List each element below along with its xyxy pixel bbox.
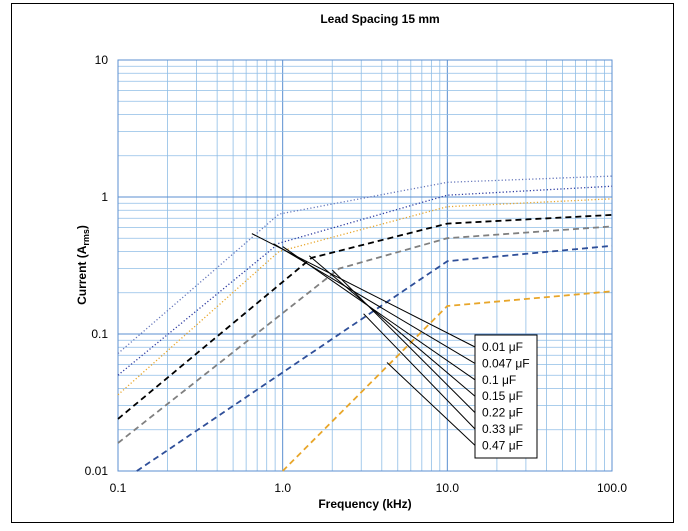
- leader-line-3: [282, 246, 476, 381]
- legend-box: [474, 334, 538, 459]
- x-tick-label-3: 10.0: [436, 481, 460, 495]
- leader-lines: [251, 233, 476, 446]
- series-line-3: [117, 198, 613, 396]
- x-tick-label-2: 1.0: [274, 481, 291, 495]
- legend-label-7: 0.47 μF: [482, 438, 523, 452]
- y-axis-title: Current (Arms): [75, 225, 91, 305]
- y-tick-label-2: 1: [101, 190, 108, 204]
- series-lines: [117, 175, 613, 472]
- legend-label-6: 0.33 μF: [482, 422, 523, 436]
- chart-title: Lead Spacing 15 mm: [320, 12, 439, 26]
- series-line-7: [282, 290, 613, 472]
- leader-line-4: [308, 255, 476, 397]
- series-line-2: [117, 185, 613, 376]
- legend-label-1: 0.01 μF: [482, 340, 523, 354]
- legend-label-5: 0.22 μF: [482, 406, 523, 420]
- series-line-1: [117, 175, 613, 354]
- grid: [117, 59, 613, 472]
- plot-area-border: [117, 59, 613, 472]
- y-axis-title-main: Current (A: [75, 245, 89, 305]
- x-tick-label-1: 0.1: [110, 481, 127, 495]
- x-axis-title: Frequency (kHz): [318, 497, 411, 511]
- y-tick-labels: 10 1 0.1 0.01: [85, 53, 109, 478]
- leader-line-6: [363, 313, 476, 430]
- series-line-4: [117, 214, 613, 420]
- legend-label-2: 0.047 μF: [482, 356, 530, 370]
- x-tick-labels: 0.1 1.0 10.0 100.0: [110, 481, 628, 495]
- series-line-5: [117, 225, 613, 444]
- legend-label-3: 0.1 μF: [482, 373, 516, 387]
- y-tick-label-1: 10: [95, 53, 109, 67]
- series-line-6: [136, 244, 613, 472]
- leader-line-7: [386, 362, 476, 446]
- y-tick-label-4: 0.01: [85, 464, 109, 478]
- chart-frame: [11, 3, 674, 523]
- legend-label-4: 0.15 μF: [482, 389, 523, 403]
- x-tick-label-4: 100.0: [597, 481, 627, 495]
- y-axis-title-close: ): [75, 225, 89, 229]
- y-tick-label-3: 0.1: [91, 327, 108, 341]
- y-axis-title-sub: rms: [81, 229, 91, 246]
- leader-line-5: [331, 269, 476, 413]
- legend: 0.01 μF 0.047 μF 0.1 μF 0.15 μF 0.22 μF 0.33 …: [482, 340, 530, 452]
